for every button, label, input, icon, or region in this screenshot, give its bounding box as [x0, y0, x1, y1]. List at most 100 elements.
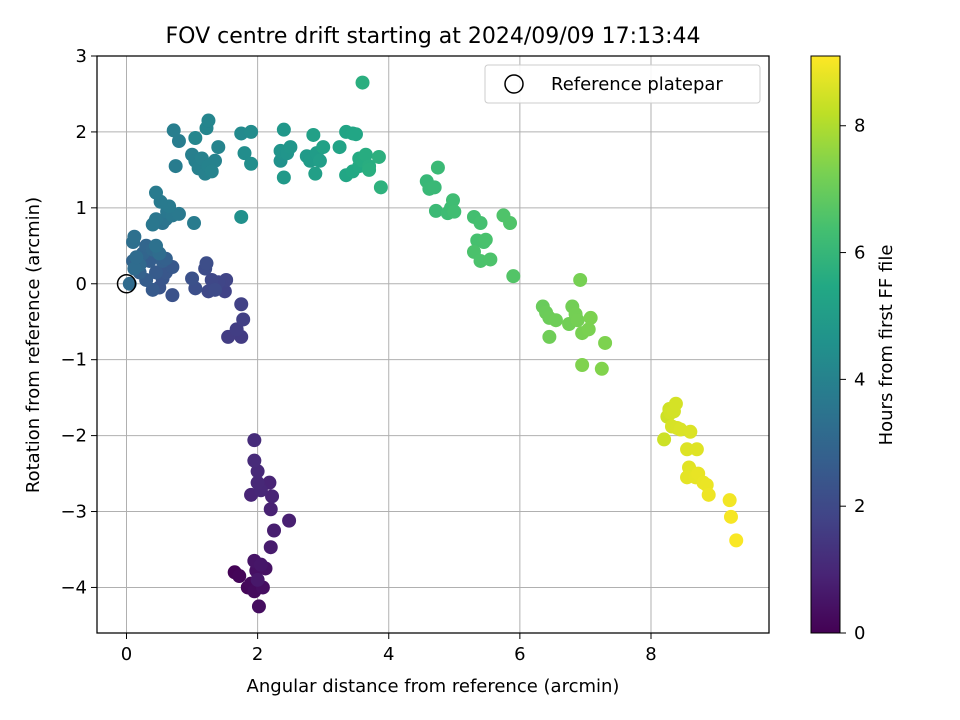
colorbar-tick-label: 4: [854, 369, 865, 390]
data-point: [598, 335, 613, 350]
data-point: [570, 313, 585, 328]
x-tick-label: 8: [645, 644, 656, 665]
data-point: [165, 288, 180, 303]
plot-frame: [96, 55, 770, 634]
data-point: [680, 442, 695, 457]
colorbar-tick-label: 2: [854, 496, 865, 517]
data-point: [265, 489, 280, 504]
data-point: [145, 217, 160, 232]
data-point: [168, 159, 183, 174]
colorbar-gradient: [810, 55, 841, 634]
data-point: [199, 256, 214, 271]
data-point: [171, 134, 186, 149]
data-point: [204, 164, 219, 179]
data-point: [187, 216, 202, 231]
x-axis-label: Angular distance from reference (arcmin): [247, 676, 620, 697]
data-point: [171, 206, 186, 221]
data-point: [283, 140, 298, 155]
data-point: [122, 276, 137, 291]
legend-entry-label: Reference platepar: [551, 74, 723, 95]
x-tick-label: 6: [514, 644, 525, 665]
data-point: [188, 130, 203, 145]
data-point: [236, 312, 251, 327]
data-point: [473, 216, 488, 231]
data-point: [308, 166, 323, 181]
data-point: [581, 322, 596, 337]
data-point: [237, 146, 252, 161]
data-point: [263, 540, 278, 555]
data-point: [348, 127, 363, 142]
data-point: [229, 322, 244, 337]
data-point: [234, 297, 249, 312]
data-point: [548, 313, 563, 328]
data-point: [127, 229, 142, 244]
data-point: [723, 509, 738, 524]
data-point: [312, 153, 327, 168]
y-tick-label: −1: [60, 350, 87, 371]
chart-title: FOV centre drift starting at 2024/09/09 …: [166, 24, 701, 49]
data-point: [316, 140, 331, 155]
x-axis: 0 2 4 6 8: [121, 633, 657, 665]
data-point: [263, 502, 278, 517]
data-point: [232, 569, 247, 584]
legend-box: [484, 64, 761, 104]
data-point: [478, 232, 493, 247]
data-point: [542, 329, 557, 344]
data-point: [253, 557, 268, 572]
data-point: [668, 396, 683, 411]
data-point: [428, 203, 443, 218]
data-point: [657, 432, 672, 447]
data-point: [282, 513, 297, 528]
data-point: [503, 216, 518, 231]
data-point: [234, 209, 249, 224]
data-point: [129, 250, 144, 265]
data-point: [430, 160, 445, 175]
data-point: [208, 153, 223, 168]
data-point: [244, 124, 259, 139]
data-point: [145, 282, 160, 297]
data-point: [427, 180, 442, 195]
data-point: [358, 147, 373, 162]
data-point: [722, 493, 737, 508]
legend: Reference platepar: [484, 64, 761, 104]
data-point: [445, 193, 460, 208]
data-point: [575, 357, 590, 372]
data-point: [208, 282, 223, 297]
data-point: [371, 149, 386, 164]
data-point: [166, 123, 181, 138]
data-point: [506, 269, 521, 284]
colorbar-ticks: 0 2 4 6 8: [840, 116, 865, 644]
y-tick-label: −4: [60, 577, 87, 598]
data-point: [594, 361, 609, 376]
y-tick-label: 3: [76, 46, 87, 67]
colorbar-tick-label: 6: [854, 243, 865, 264]
data-point: [683, 424, 698, 439]
data-point: [185, 271, 200, 286]
data-point: [201, 113, 216, 128]
data-point: [276, 122, 291, 137]
colorbar-label: Hours from first FF file: [876, 245, 897, 446]
x-tick-label: 2: [252, 644, 263, 665]
data-point: [127, 261, 142, 276]
data-point: [689, 442, 704, 457]
reference-platepar-marker: [116, 274, 137, 294]
data-point: [251, 599, 266, 614]
x-tick-label: 4: [383, 644, 394, 665]
data-point: [211, 140, 226, 155]
x-tick-label: 0: [121, 644, 132, 665]
data-point: [250, 464, 265, 479]
data-points: [122, 75, 744, 614]
y-tick-label: −2: [60, 426, 87, 447]
data-point: [332, 140, 347, 155]
colorbar: 0 2 4 6 8 Hours from first FF file: [810, 55, 897, 644]
data-point: [247, 453, 262, 468]
data-point: [701, 487, 716, 502]
data-point: [447, 204, 462, 219]
data-point: [483, 252, 498, 267]
data-point: [362, 162, 377, 177]
data-point: [149, 238, 164, 253]
y-tick-label: −3: [60, 502, 87, 523]
y-axis-label: Rotation from reference (arcmin): [23, 197, 44, 493]
legend-open-circle-marker: [504, 74, 524, 94]
